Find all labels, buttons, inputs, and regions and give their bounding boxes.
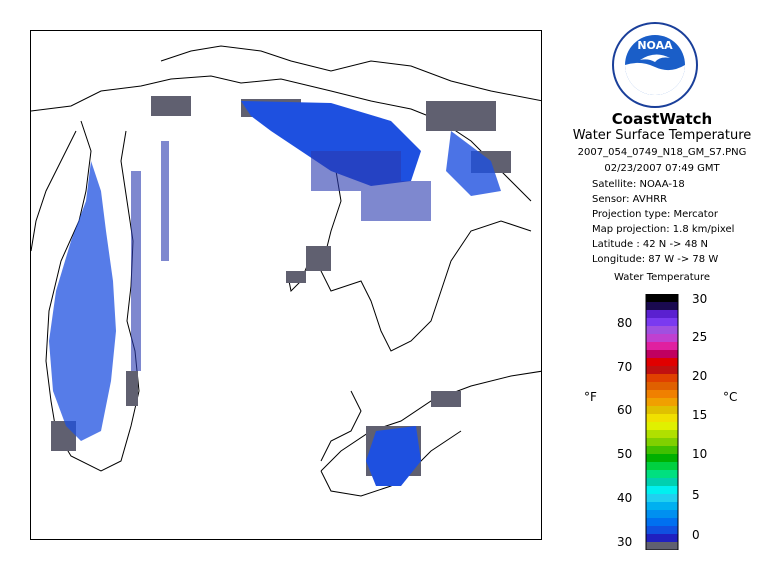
colorbar-swatch: [646, 462, 678, 471]
logo-text: NOAA: [637, 39, 673, 52]
unit-celsius: °C: [723, 390, 738, 404]
colorbar-swatch: [646, 302, 678, 311]
colorbar-swatch: [646, 334, 678, 343]
legend-title: Water Temperature: [613, 272, 711, 283]
colorbar-swatch: [646, 414, 678, 423]
f-tick: 70: [617, 360, 633, 374]
meta-latitude: Latitude : 42 N -> 48 N: [592, 239, 708, 250]
f-tick: 40: [617, 491, 633, 505]
colorbar-swatch: [646, 366, 678, 375]
c-tick: 5: [692, 488, 700, 502]
meta-longitude: Longitude: 87 W -> 78 W: [592, 254, 719, 265]
colorbar-swatch: [646, 422, 678, 431]
lake-michigan-west-shore: [31, 130, 77, 252]
upper-peninsula-shore: [31, 75, 532, 202]
colorbar-swatch: [646, 470, 678, 479]
meta-sensor: Sensor: AVHRR: [592, 194, 668, 205]
c-tick: 10: [692, 447, 708, 461]
deep-water-streaks: [131, 141, 431, 371]
colorbar-outline: [645, 294, 679, 550]
colorbar-swatch: [646, 542, 678, 550]
cold-water-regions: [49, 101, 501, 486]
colorbar-swatch: [646, 294, 678, 303]
colorbar-swatch: [646, 526, 678, 535]
colorbar-swatch: [646, 382, 678, 391]
colorbar-swatch: [646, 398, 678, 407]
f-tick: 60: [617, 403, 633, 417]
colorbar-swatch: [646, 350, 678, 359]
map-panel[interactable]: [30, 30, 542, 540]
colorbar-swatch: [646, 406, 678, 415]
detroit-river-shore: [320, 390, 362, 462]
datetime: 02/23/2007 07:49 GMT: [604, 163, 720, 174]
colorbar-swatch: [646, 390, 678, 399]
ice-cover-patches: [51, 96, 511, 476]
c-tick: 20: [692, 369, 708, 383]
c-tick: 25: [692, 330, 708, 344]
lake-superior-shore: [160, 45, 541, 102]
noaa-logo: NOAA: [612, 22, 698, 108]
temperature-colorbar: [645, 294, 679, 550]
meta-projection-type: Projection type: Mercator: [592, 209, 718, 220]
unit-fahrenheit: °F: [584, 390, 597, 404]
colorbar-swatch: [646, 438, 678, 447]
colorbar-swatch: [646, 518, 678, 527]
f-tick: 30: [617, 535, 633, 549]
colorbar-swatch: [646, 318, 678, 327]
meta-satellite: Satellite: NOAA-18: [592, 179, 685, 190]
colorbar-swatch: [646, 454, 678, 463]
colorbar-swatch: [646, 374, 678, 383]
c-tick: 0: [692, 528, 700, 542]
c-tick: 30: [692, 292, 708, 306]
f-tick: 50: [617, 447, 633, 461]
f-tick: 80: [617, 316, 633, 330]
colorbar-swatch: [646, 446, 678, 455]
subtitle: Water Surface Temperature: [572, 128, 752, 143]
colorbar-swatch: [646, 342, 678, 351]
colorbar-swatch: [646, 358, 678, 367]
brand-title: CoastWatch: [611, 110, 713, 128]
colorbar-swatch: [646, 534, 678, 543]
colorbar-swatch: [646, 494, 678, 503]
meta-map-projection: Map projection: 1.8 km/pixel: [592, 224, 735, 235]
colorbar-swatch: [646, 326, 678, 335]
lake-erie-coastline: [320, 370, 541, 472]
colorbar-swatch: [646, 510, 678, 519]
filename: 2007_054_0749_N18_GM_S7.PNG: [577, 147, 747, 158]
c-tick: 15: [692, 408, 708, 422]
colorbar-swatch: [646, 310, 678, 319]
great-lakes-map: [31, 45, 541, 497]
colorbar-swatch: [646, 486, 678, 495]
colorbar-swatch: [646, 430, 678, 439]
colorbar-swatch: [646, 478, 678, 487]
colorbar-swatch: [646, 502, 678, 511]
